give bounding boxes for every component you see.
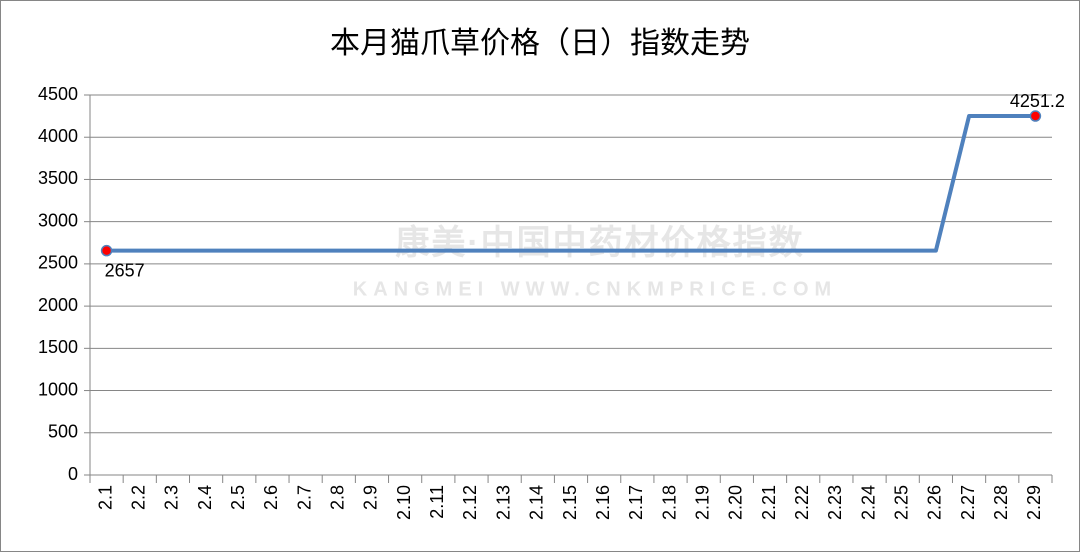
data-label: 2657 — [105, 260, 145, 280]
y-tick-label: 4000 — [38, 126, 78, 146]
x-tick-label: 2.24 — [858, 485, 878, 520]
x-tick-label: 2.16 — [593, 485, 613, 520]
x-tick-label: 2.20 — [726, 485, 746, 520]
y-tick-label: 2000 — [38, 295, 78, 315]
line — [106, 114, 1036, 253]
y-tick-label: 1500 — [38, 337, 78, 357]
x-tick-label: 2.27 — [958, 485, 978, 520]
x-tick-label: 2.29 — [1024, 485, 1044, 520]
x-tick-label: 2.22 — [792, 485, 812, 520]
x-tick-label: 2.18 — [659, 485, 679, 520]
x-tick-label: 2.14 — [527, 485, 547, 520]
y-tick-label: 4500 — [38, 84, 78, 104]
data-label: 4251.2 — [1010, 91, 1065, 111]
x-tick-label: 2.1 — [95, 485, 115, 510]
x-tick-label: 2.23 — [825, 485, 845, 520]
y-tick-label: 3500 — [38, 168, 78, 188]
x-tick-label: 2.3 — [162, 485, 182, 510]
marker — [100, 244, 113, 257]
y-tick-label: 500 — [48, 422, 78, 442]
x-tick-label: 2.5 — [228, 485, 248, 510]
x-tick-label: 2.12 — [460, 485, 480, 520]
x-tick-label: 2.26 — [925, 485, 945, 520]
x-tick-label: 2.7 — [294, 485, 314, 510]
x-tick-label: 2.8 — [328, 485, 348, 510]
y-tick-label: 1000 — [38, 379, 78, 399]
x-tick-label: 2.15 — [560, 485, 580, 520]
x-tick-label: 2.2 — [129, 485, 149, 510]
x-tick-label: 2.17 — [626, 485, 646, 520]
x-tick-label: 2.11 — [427, 485, 447, 519]
watermark-sub: KANGMEI WWW.CNKMPRICE.COM — [353, 278, 837, 300]
watermark: 康美·中国中药材价格指数 — [395, 223, 804, 262]
y-tick-label: 0 — [68, 464, 78, 484]
x-tick-label: 2.10 — [394, 485, 414, 520]
x-tick-label: 2.6 — [261, 485, 281, 510]
x-tick-label: 2.4 — [195, 485, 215, 510]
x-tick-label: 2.28 — [991, 485, 1011, 520]
x-tick-label: 2.25 — [891, 485, 911, 520]
x-tick-label: 2.13 — [493, 485, 513, 520]
x-tick-label: 2.9 — [361, 485, 381, 510]
y-tick-label: 2500 — [38, 253, 78, 273]
marker — [1029, 110, 1042, 122]
x-tick-label: 2.21 — [759, 485, 779, 520]
x-tick-label: 2.19 — [692, 485, 712, 520]
y-tick-label: 3000 — [38, 210, 78, 230]
chart-title: 本月猫爪草价格（日）指数走势 — [330, 27, 750, 60]
